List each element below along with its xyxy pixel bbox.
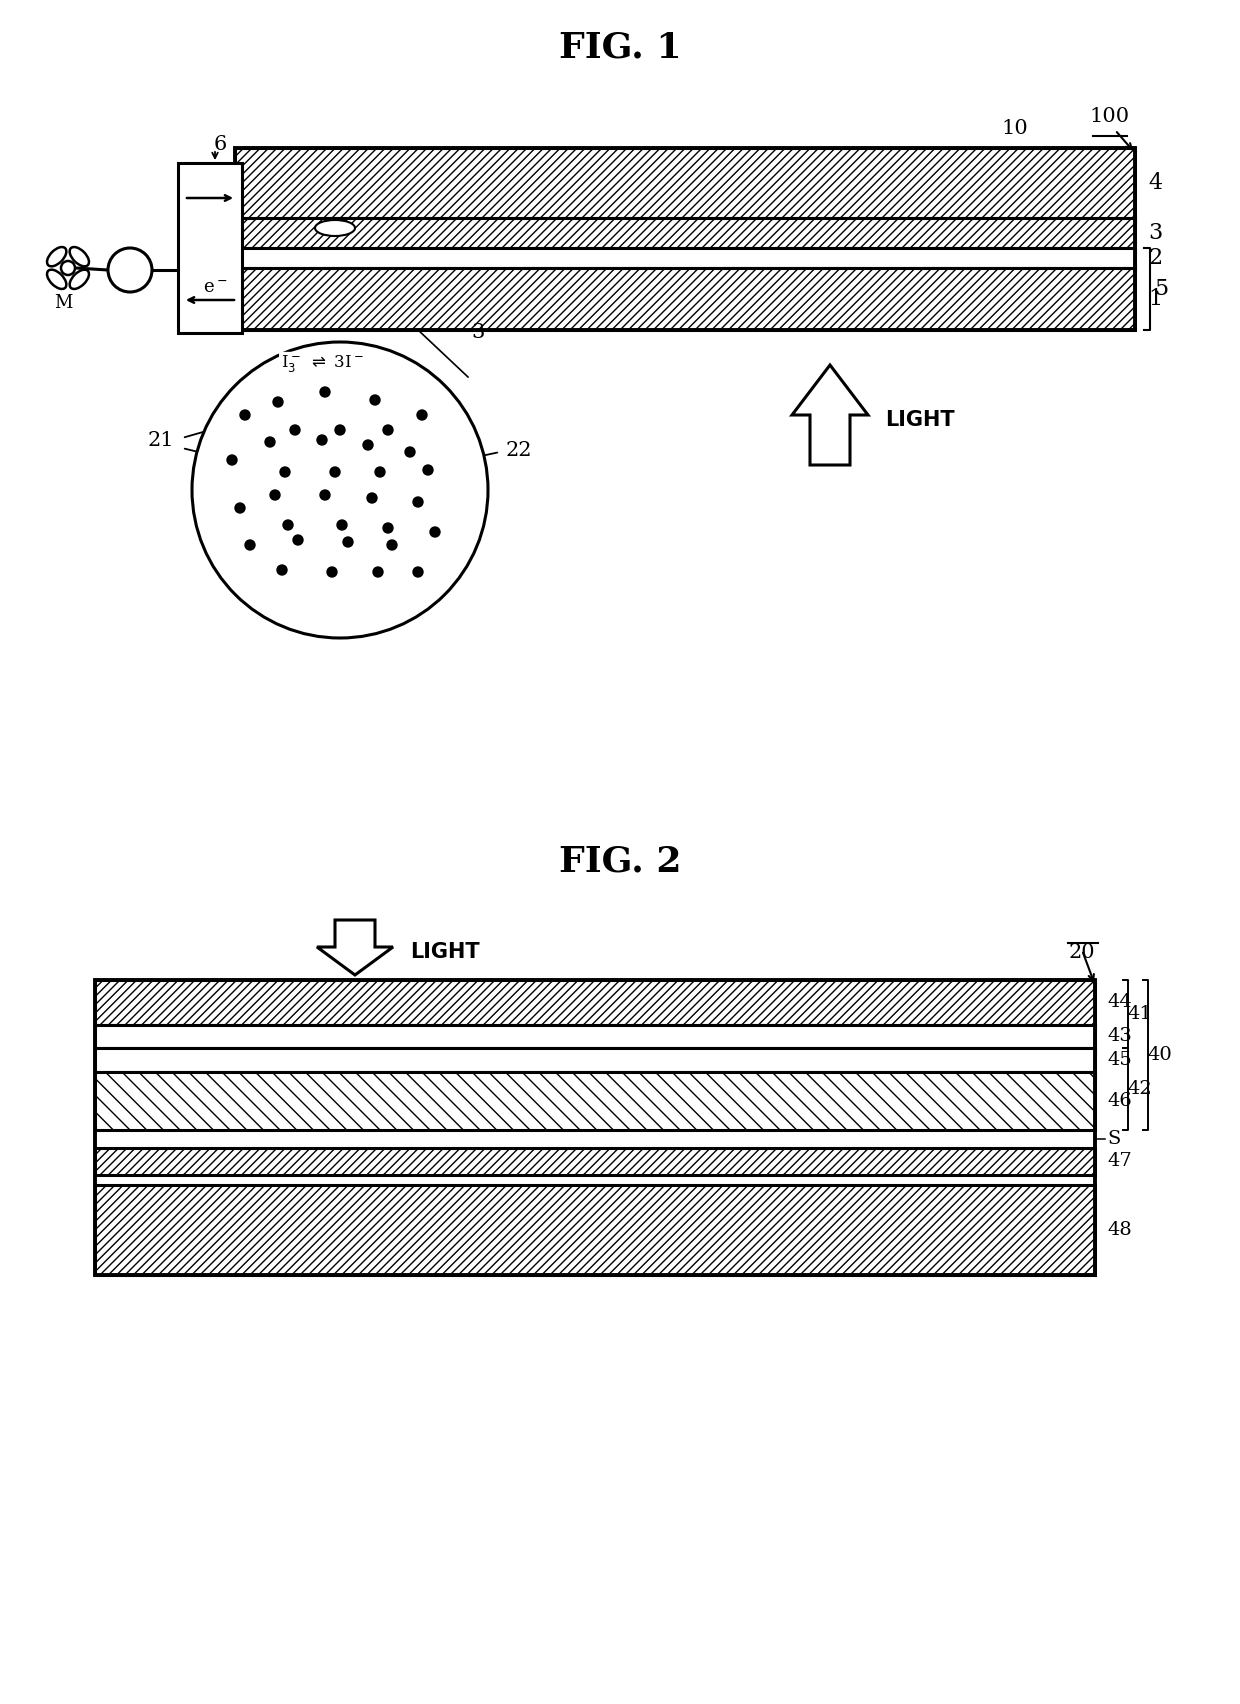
Circle shape: [423, 465, 433, 475]
Circle shape: [330, 467, 340, 477]
Text: 46: 46: [1107, 1092, 1132, 1109]
Bar: [95, 980, 1095, 1275]
Circle shape: [265, 436, 275, 446]
Circle shape: [320, 387, 330, 397]
Polygon shape: [792, 365, 868, 465]
Text: 21: 21: [148, 431, 174, 450]
Circle shape: [430, 527, 440, 537]
Text: 44: 44: [1107, 993, 1132, 1010]
Circle shape: [270, 491, 280, 499]
Bar: [95, 1184, 1095, 1275]
Ellipse shape: [315, 220, 355, 235]
Circle shape: [367, 492, 377, 503]
Text: FIG. 2: FIG. 2: [559, 845, 681, 879]
Circle shape: [273, 397, 283, 407]
Circle shape: [192, 343, 489, 637]
Text: 45: 45: [1107, 1051, 1132, 1068]
Circle shape: [417, 411, 427, 419]
Circle shape: [290, 424, 300, 435]
Circle shape: [405, 446, 415, 457]
Text: 47: 47: [1107, 1152, 1132, 1171]
Text: 48: 48: [1107, 1222, 1132, 1239]
Circle shape: [370, 395, 379, 406]
Bar: [179, 164, 242, 332]
Bar: [236, 148, 1135, 218]
Text: 41: 41: [1127, 1005, 1152, 1022]
Circle shape: [293, 535, 303, 545]
Text: 20: 20: [1069, 942, 1095, 961]
Text: 10: 10: [1002, 119, 1028, 138]
Circle shape: [374, 467, 384, 477]
Text: 22: 22: [506, 441, 532, 460]
Circle shape: [383, 424, 393, 435]
Circle shape: [61, 261, 74, 274]
Bar: [95, 1048, 1095, 1072]
Circle shape: [383, 523, 393, 533]
Circle shape: [280, 467, 290, 477]
Circle shape: [363, 440, 373, 450]
Circle shape: [387, 540, 397, 550]
Circle shape: [227, 455, 237, 465]
Circle shape: [283, 520, 293, 530]
Text: 1: 1: [1148, 288, 1162, 310]
Text: 6: 6: [213, 136, 227, 155]
Circle shape: [241, 411, 250, 419]
Text: S: S: [1107, 1130, 1120, 1148]
Circle shape: [236, 503, 246, 513]
Bar: [236, 218, 1135, 249]
Bar: [236, 148, 1135, 331]
Circle shape: [108, 249, 153, 291]
Text: 43: 43: [1107, 1028, 1132, 1045]
Bar: [95, 1026, 1095, 1048]
Text: I$_3^-$ $\rightleftharpoons$ 3I$^-$: I$_3^-$ $\rightleftharpoons$ 3I$^-$: [280, 353, 363, 375]
Text: 3: 3: [471, 322, 485, 341]
Text: 4: 4: [1148, 172, 1162, 194]
Circle shape: [337, 520, 347, 530]
Text: 42: 42: [1127, 1080, 1152, 1097]
Text: 2: 2: [1148, 247, 1162, 269]
Circle shape: [327, 567, 337, 578]
Circle shape: [320, 491, 330, 499]
Text: FIG. 1: FIG. 1: [559, 31, 681, 65]
Bar: [236, 249, 1135, 268]
Text: 100: 100: [1090, 107, 1130, 126]
Bar: [95, 980, 1095, 1026]
Text: 5: 5: [1154, 278, 1168, 300]
Ellipse shape: [69, 247, 89, 266]
Circle shape: [343, 537, 353, 547]
Circle shape: [413, 567, 423, 578]
Circle shape: [373, 567, 383, 578]
Ellipse shape: [69, 269, 89, 290]
Circle shape: [246, 540, 255, 550]
Bar: [95, 1072, 1095, 1130]
Circle shape: [317, 435, 327, 445]
Text: LIGHT: LIGHT: [885, 411, 955, 429]
Circle shape: [335, 424, 345, 435]
Text: 3: 3: [1148, 222, 1162, 244]
Text: LIGHT: LIGHT: [410, 942, 480, 963]
Circle shape: [413, 498, 423, 508]
Ellipse shape: [47, 247, 66, 266]
Bar: [236, 268, 1135, 331]
Circle shape: [277, 566, 286, 574]
Ellipse shape: [47, 269, 66, 290]
Text: e$^-$: e$^-$: [202, 279, 227, 296]
Text: 40: 40: [1147, 1046, 1172, 1063]
Polygon shape: [317, 920, 393, 975]
Text: M: M: [53, 295, 72, 312]
Bar: [95, 1148, 1095, 1176]
